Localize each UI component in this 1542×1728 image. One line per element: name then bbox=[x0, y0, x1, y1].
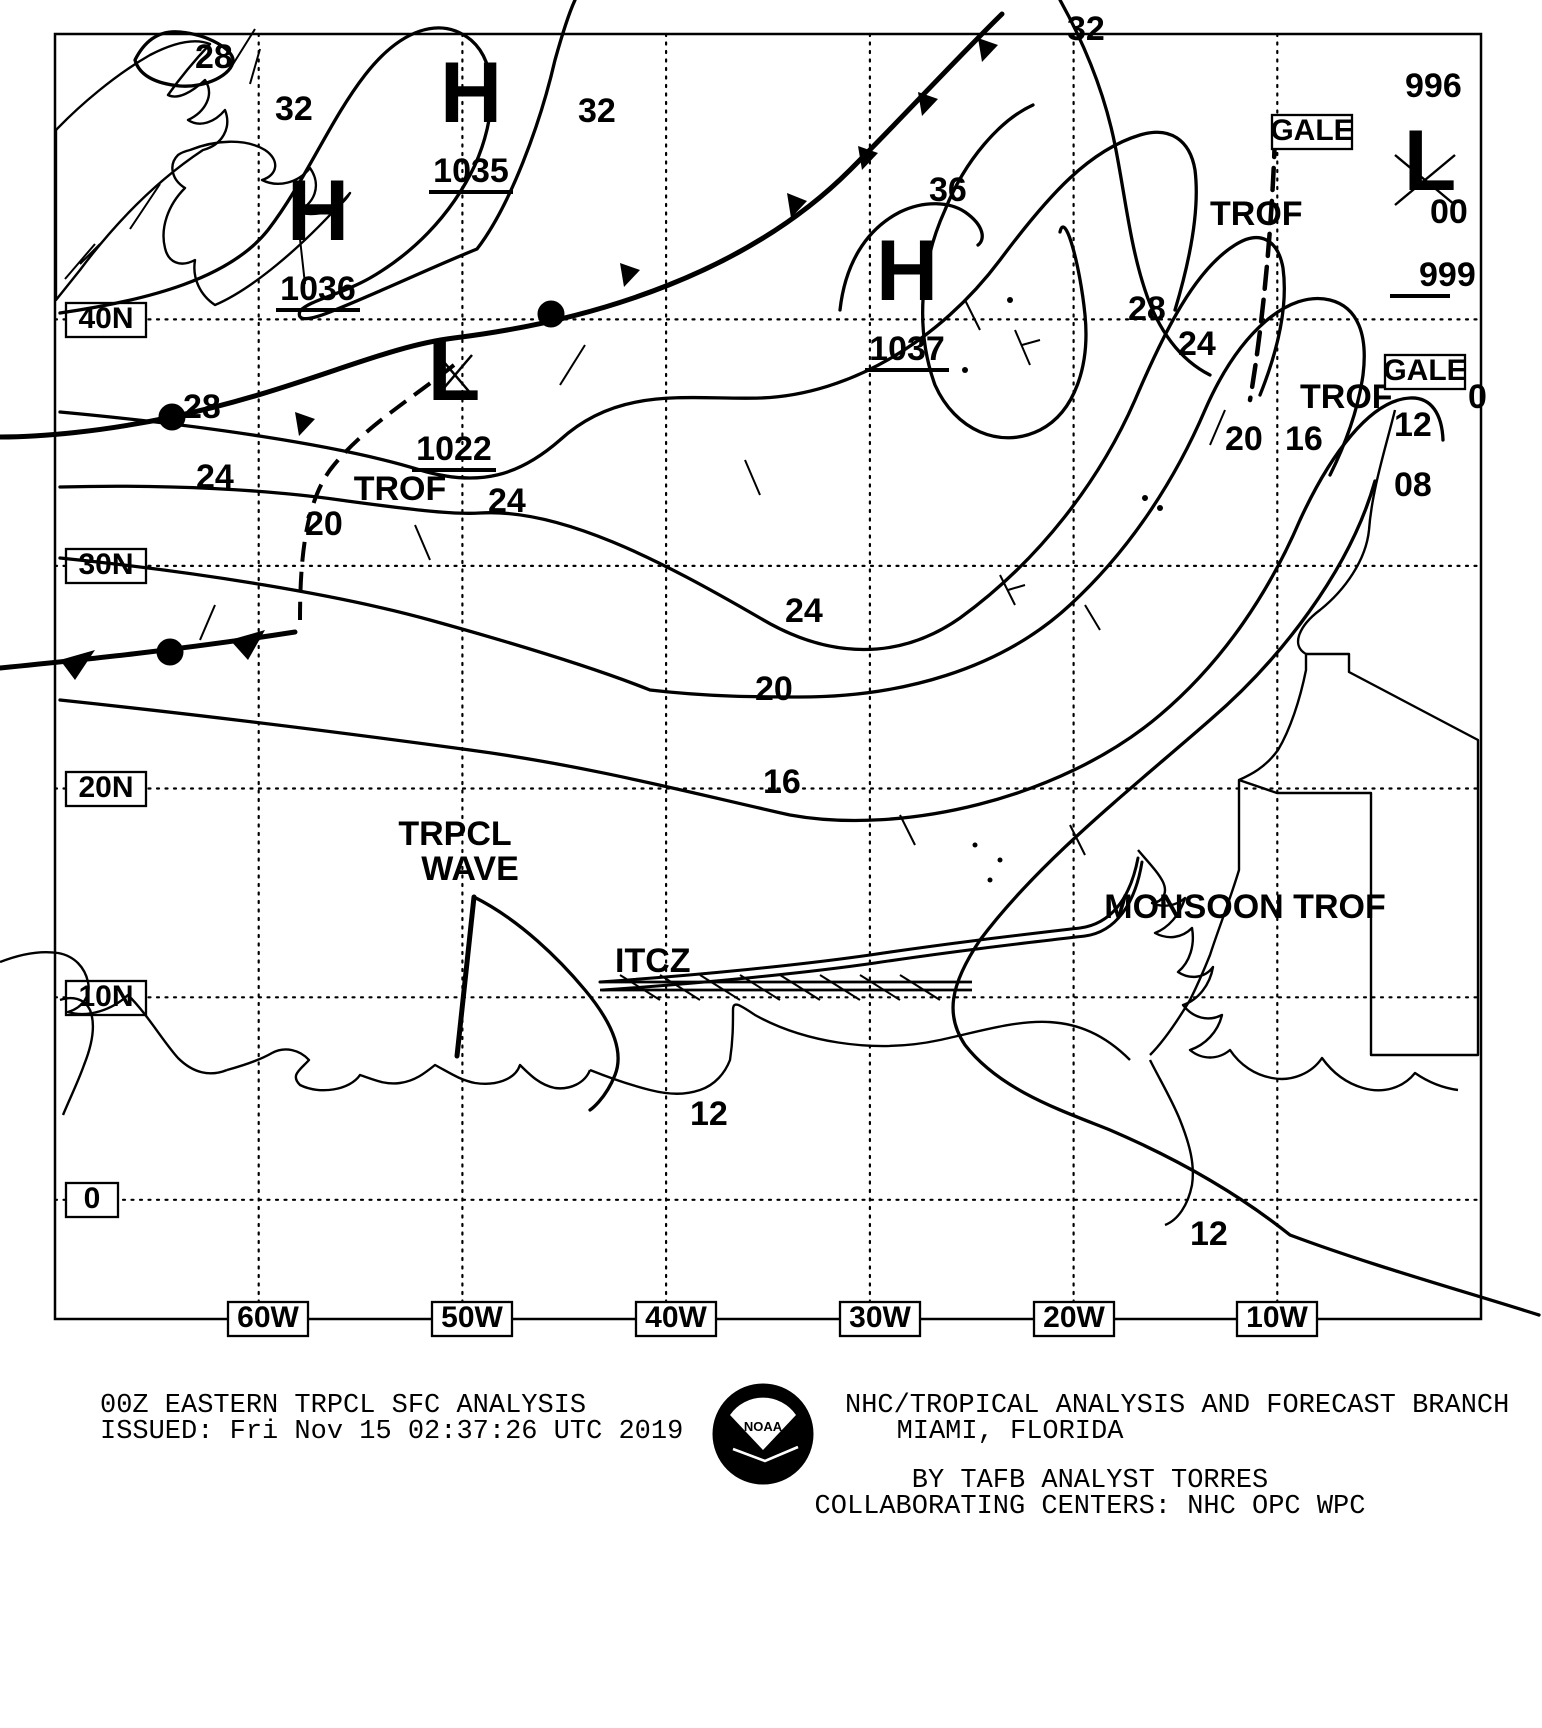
svg-text:24: 24 bbox=[488, 482, 526, 520]
svg-text:MIAMI, FLORIDA: MIAMI, FLORIDA bbox=[897, 1417, 1125, 1447]
svg-text:1035: 1035 bbox=[433, 152, 509, 190]
svg-text:50W: 50W bbox=[441, 1301, 503, 1334]
svg-text:TRPCL: TRPCL bbox=[398, 815, 511, 853]
svg-text:24: 24 bbox=[196, 458, 234, 496]
svg-text:996: 996 bbox=[1405, 67, 1462, 105]
svg-text:32: 32 bbox=[275, 90, 313, 128]
svg-text:10W: 10W bbox=[1246, 1301, 1308, 1334]
svg-text:1037: 1037 bbox=[869, 330, 945, 368]
svg-text:COLLABORATING CENTERS: NHC OP: COLLABORATING CENTERS: NHC OPC WPC bbox=[815, 1492, 1366, 1522]
svg-text:16: 16 bbox=[763, 763, 801, 801]
svg-text:1036: 1036 bbox=[280, 270, 356, 308]
svg-text:16: 16 bbox=[1285, 420, 1323, 458]
svg-text:20N: 20N bbox=[78, 771, 133, 804]
svg-text:24: 24 bbox=[1178, 325, 1216, 363]
svg-text:12: 12 bbox=[690, 1095, 728, 1133]
svg-text:08: 08 bbox=[1394, 466, 1432, 504]
svg-text:12: 12 bbox=[1190, 1215, 1228, 1253]
svg-text:28: 28 bbox=[1128, 290, 1166, 328]
svg-text:60W: 60W bbox=[237, 1301, 299, 1334]
svg-text:20: 20 bbox=[1225, 420, 1263, 458]
svg-text:28: 28 bbox=[195, 38, 233, 76]
svg-text:H: H bbox=[876, 223, 938, 319]
svg-text:40N: 40N bbox=[78, 302, 133, 335]
svg-text:1022: 1022 bbox=[416, 430, 492, 468]
svg-text:MONSOON TROF: MONSOON TROF bbox=[1104, 888, 1385, 926]
svg-text:12: 12 bbox=[1394, 406, 1432, 444]
svg-text:TROF: TROF bbox=[1300, 378, 1393, 416]
svg-text:999: 999 bbox=[1419, 256, 1476, 294]
svg-text:0: 0 bbox=[1468, 378, 1487, 416]
svg-text:H: H bbox=[287, 163, 349, 259]
svg-text:40W: 40W bbox=[645, 1301, 707, 1334]
svg-text:20: 20 bbox=[305, 505, 343, 543]
svg-text:WAVE: WAVE bbox=[421, 850, 519, 888]
svg-text:L: L bbox=[428, 323, 481, 419]
svg-text:24: 24 bbox=[785, 592, 823, 630]
svg-text:30W: 30W bbox=[849, 1301, 911, 1334]
svg-text:0: 0 bbox=[84, 1182, 101, 1215]
svg-text:GALE: GALE bbox=[1383, 354, 1466, 387]
svg-text:ISSUED: Fri Nov 15 02:37:26 UT: ISSUED: Fri Nov 15 02:37:26 UTC 2019 bbox=[100, 1417, 683, 1447]
svg-text:TROF: TROF bbox=[354, 470, 447, 508]
svg-text:ITCZ: ITCZ bbox=[615, 942, 691, 980]
svg-text:36: 36 bbox=[929, 171, 967, 209]
svg-text:GALE: GALE bbox=[1270, 114, 1353, 147]
svg-text:20W: 20W bbox=[1043, 1301, 1105, 1334]
svg-text:28: 28 bbox=[183, 388, 221, 426]
svg-text:NOAA: NOAA bbox=[744, 1419, 783, 1434]
svg-text:TROF: TROF bbox=[1210, 195, 1303, 233]
svg-text:20: 20 bbox=[755, 670, 793, 708]
svg-text:H: H bbox=[440, 45, 502, 141]
svg-text:32: 32 bbox=[578, 92, 616, 130]
svg-text:32: 32 bbox=[1067, 10, 1105, 48]
